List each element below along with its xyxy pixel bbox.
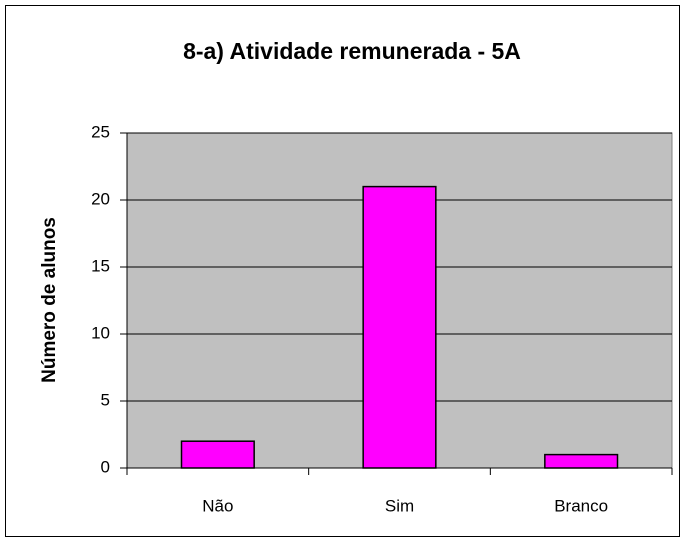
y-tick-label: 10	[91, 323, 110, 342]
chart-title: 8-a) Atividade remunerada - 5A	[183, 38, 521, 64]
x-tick-label: Sim	[385, 496, 414, 515]
bar	[362, 185, 437, 469]
y-axis-label: Número de alunos	[39, 217, 60, 383]
x-tick-label: Não	[202, 496, 233, 515]
bar	[180, 440, 255, 469]
y-tick-label: 0	[101, 457, 110, 476]
y-tick-label: 25	[91, 122, 110, 141]
y-tick-label: 20	[91, 189, 110, 208]
x-tick-label: Branco	[554, 496, 608, 515]
y-tick-label: 5	[101, 390, 110, 409]
bar	[544, 453, 619, 469]
y-tick-label: 15	[91, 256, 110, 275]
